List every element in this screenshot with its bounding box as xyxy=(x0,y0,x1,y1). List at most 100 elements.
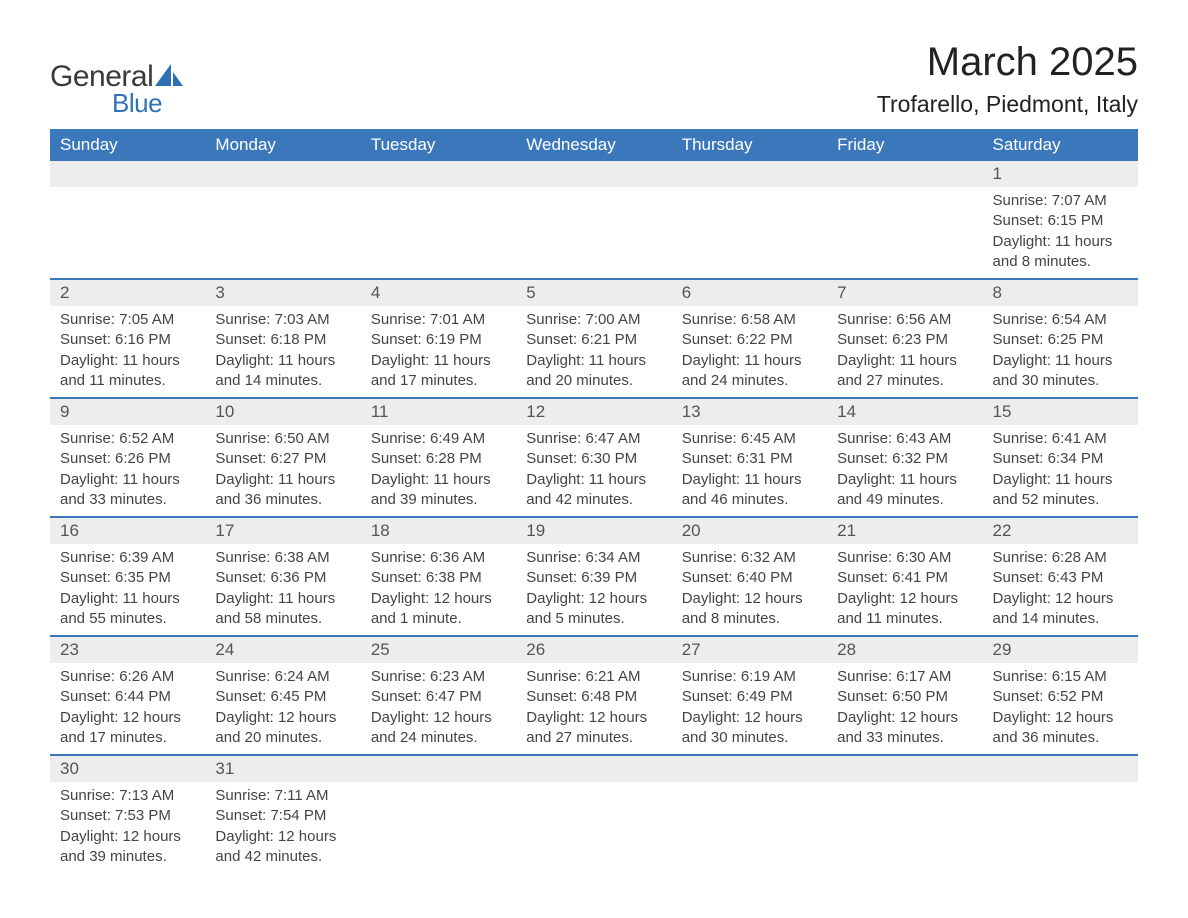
day-header: Wednesday xyxy=(516,129,671,161)
daylight-text: Daylight: 12 hours and 14 minutes. xyxy=(993,589,1128,630)
sunset-text: Sunset: 6:39 PM xyxy=(526,568,661,588)
day-number: 23 xyxy=(50,637,205,663)
day-number: 18 xyxy=(361,518,516,544)
calendar: SundayMondayTuesdayWednesdayThursdayFrid… xyxy=(50,129,1138,873)
day-cell: Sunrise: 6:19 AMSunset: 6:49 PMDaylight:… xyxy=(672,663,827,754)
day-number: 6 xyxy=(672,280,827,306)
sunset-text: Sunset: 6:48 PM xyxy=(526,687,661,707)
day-cell xyxy=(50,187,205,278)
sunrise-text: Sunrise: 7:13 AM xyxy=(60,786,195,806)
day-cell xyxy=(361,187,516,278)
week-row: 3031Sunrise: 7:13 AMSunset: 7:53 PMDayli… xyxy=(50,754,1138,873)
day-header: Friday xyxy=(827,129,982,161)
sunrise-text: Sunrise: 6:52 AM xyxy=(60,429,195,449)
month-title: March 2025 xyxy=(877,40,1138,85)
sunrise-text: Sunrise: 6:43 AM xyxy=(837,429,972,449)
day-number: 5 xyxy=(516,280,671,306)
day-cell xyxy=(827,187,982,278)
day-cell: Sunrise: 6:32 AMSunset: 6:40 PMDaylight:… xyxy=(672,544,827,635)
sunrise-text: Sunrise: 6:19 AM xyxy=(682,667,817,687)
daylight-text: Daylight: 11 hours and 46 minutes. xyxy=(682,470,817,511)
day-cell: Sunrise: 6:45 AMSunset: 6:31 PMDaylight:… xyxy=(672,425,827,516)
sunrise-text: Sunrise: 6:32 AM xyxy=(682,548,817,568)
day-cell: Sunrise: 6:52 AMSunset: 6:26 PMDaylight:… xyxy=(50,425,205,516)
day-header: Tuesday xyxy=(361,129,516,161)
daylight-text: Daylight: 11 hours and 36 minutes. xyxy=(215,470,350,511)
header: General Blue March 2025 Trofarello, Pied… xyxy=(50,40,1138,119)
day-number: 31 xyxy=(205,756,360,782)
daylight-text: Daylight: 11 hours and 14 minutes. xyxy=(215,351,350,392)
sunrise-text: Sunrise: 6:49 AM xyxy=(371,429,506,449)
sunset-text: Sunset: 6:19 PM xyxy=(371,330,506,350)
day-cell: Sunrise: 6:39 AMSunset: 6:35 PMDaylight:… xyxy=(50,544,205,635)
sunrise-text: Sunrise: 7:01 AM xyxy=(371,310,506,330)
day-number: 10 xyxy=(205,399,360,425)
day-cell: Sunrise: 6:49 AMSunset: 6:28 PMDaylight:… xyxy=(361,425,516,516)
sunrise-text: Sunrise: 6:24 AM xyxy=(215,667,350,687)
sunrise-text: Sunrise: 6:30 AM xyxy=(837,548,972,568)
daylight-text: Daylight: 11 hours and 55 minutes. xyxy=(60,589,195,630)
sunset-text: Sunset: 6:36 PM xyxy=(215,568,350,588)
day-number: 13 xyxy=(672,399,827,425)
daylight-text: Daylight: 12 hours and 17 minutes. xyxy=(60,708,195,749)
daylight-text: Daylight: 12 hours and 8 minutes. xyxy=(682,589,817,630)
week-row: 1Sunrise: 7:07 AMSunset: 6:15 PMDaylight… xyxy=(50,161,1138,278)
day-cell: Sunrise: 6:30 AMSunset: 6:41 PMDaylight:… xyxy=(827,544,982,635)
day-cell: Sunrise: 6:50 AMSunset: 6:27 PMDaylight:… xyxy=(205,425,360,516)
daylight-text: Daylight: 11 hours and 58 minutes. xyxy=(215,589,350,630)
day-cell: Sunrise: 6:41 AMSunset: 6:34 PMDaylight:… xyxy=(983,425,1138,516)
day-cell: Sunrise: 7:03 AMSunset: 6:18 PMDaylight:… xyxy=(205,306,360,397)
sunset-text: Sunset: 6:32 PM xyxy=(837,449,972,469)
sunset-text: Sunset: 6:25 PM xyxy=(993,330,1128,350)
day-number: 30 xyxy=(50,756,205,782)
day-number xyxy=(361,756,516,782)
sunset-text: Sunset: 6:18 PM xyxy=(215,330,350,350)
daylight-text: Daylight: 11 hours and 17 minutes. xyxy=(371,351,506,392)
day-cell: Sunrise: 6:38 AMSunset: 6:36 PMDaylight:… xyxy=(205,544,360,635)
daylight-text: Daylight: 12 hours and 11 minutes. xyxy=(837,589,972,630)
daylight-text: Daylight: 11 hours and 33 minutes. xyxy=(60,470,195,511)
sunset-text: Sunset: 6:40 PM xyxy=(682,568,817,588)
day-cell xyxy=(516,187,671,278)
daylight-text: Daylight: 12 hours and 36 minutes. xyxy=(993,708,1128,749)
sunset-text: Sunset: 6:43 PM xyxy=(993,568,1128,588)
day-number: 26 xyxy=(516,637,671,663)
week-row: 16171819202122Sunrise: 6:39 AMSunset: 6:… xyxy=(50,516,1138,635)
day-number: 12 xyxy=(516,399,671,425)
day-number xyxy=(827,756,982,782)
day-cell: Sunrise: 6:21 AMSunset: 6:48 PMDaylight:… xyxy=(516,663,671,754)
sunset-text: Sunset: 6:26 PM xyxy=(60,449,195,469)
sunrise-text: Sunrise: 6:15 AM xyxy=(993,667,1128,687)
daylight-text: Daylight: 12 hours and 5 minutes. xyxy=(526,589,661,630)
day-number xyxy=(827,161,982,187)
day-cell: Sunrise: 6:47 AMSunset: 6:30 PMDaylight:… xyxy=(516,425,671,516)
day-number: 16 xyxy=(50,518,205,544)
daylight-text: Daylight: 12 hours and 42 minutes. xyxy=(215,827,350,868)
day-number: 27 xyxy=(672,637,827,663)
daylight-text: Daylight: 11 hours and 52 minutes. xyxy=(993,470,1128,511)
sunset-text: Sunset: 6:45 PM xyxy=(215,687,350,707)
sunset-text: Sunset: 6:30 PM xyxy=(526,449,661,469)
week-row: 2345678Sunrise: 7:05 AMSunset: 6:16 PMDa… xyxy=(50,278,1138,397)
week-row: 9101112131415Sunrise: 6:52 AMSunset: 6:2… xyxy=(50,397,1138,516)
day-number: 17 xyxy=(205,518,360,544)
day-number xyxy=(516,756,671,782)
day-cell: Sunrise: 6:26 AMSunset: 6:44 PMDaylight:… xyxy=(50,663,205,754)
sunrise-text: Sunrise: 6:54 AM xyxy=(993,310,1128,330)
day-cell: Sunrise: 7:07 AMSunset: 6:15 PMDaylight:… xyxy=(983,187,1138,278)
day-cell xyxy=(205,187,360,278)
sunset-text: Sunset: 6:28 PM xyxy=(371,449,506,469)
sunset-text: Sunset: 6:21 PM xyxy=(526,330,661,350)
daylight-text: Daylight: 11 hours and 42 minutes. xyxy=(526,470,661,511)
day-number: 21 xyxy=(827,518,982,544)
sunrise-text: Sunrise: 6:28 AM xyxy=(993,548,1128,568)
day-cell xyxy=(672,782,827,873)
day-number: 29 xyxy=(983,637,1138,663)
sunset-text: Sunset: 6:31 PM xyxy=(682,449,817,469)
logo: General Blue xyxy=(50,60,183,119)
day-number xyxy=(983,756,1138,782)
day-number: 24 xyxy=(205,637,360,663)
day-number: 22 xyxy=(983,518,1138,544)
sunset-text: Sunset: 7:54 PM xyxy=(215,806,350,826)
day-cell: Sunrise: 6:56 AMSunset: 6:23 PMDaylight:… xyxy=(827,306,982,397)
